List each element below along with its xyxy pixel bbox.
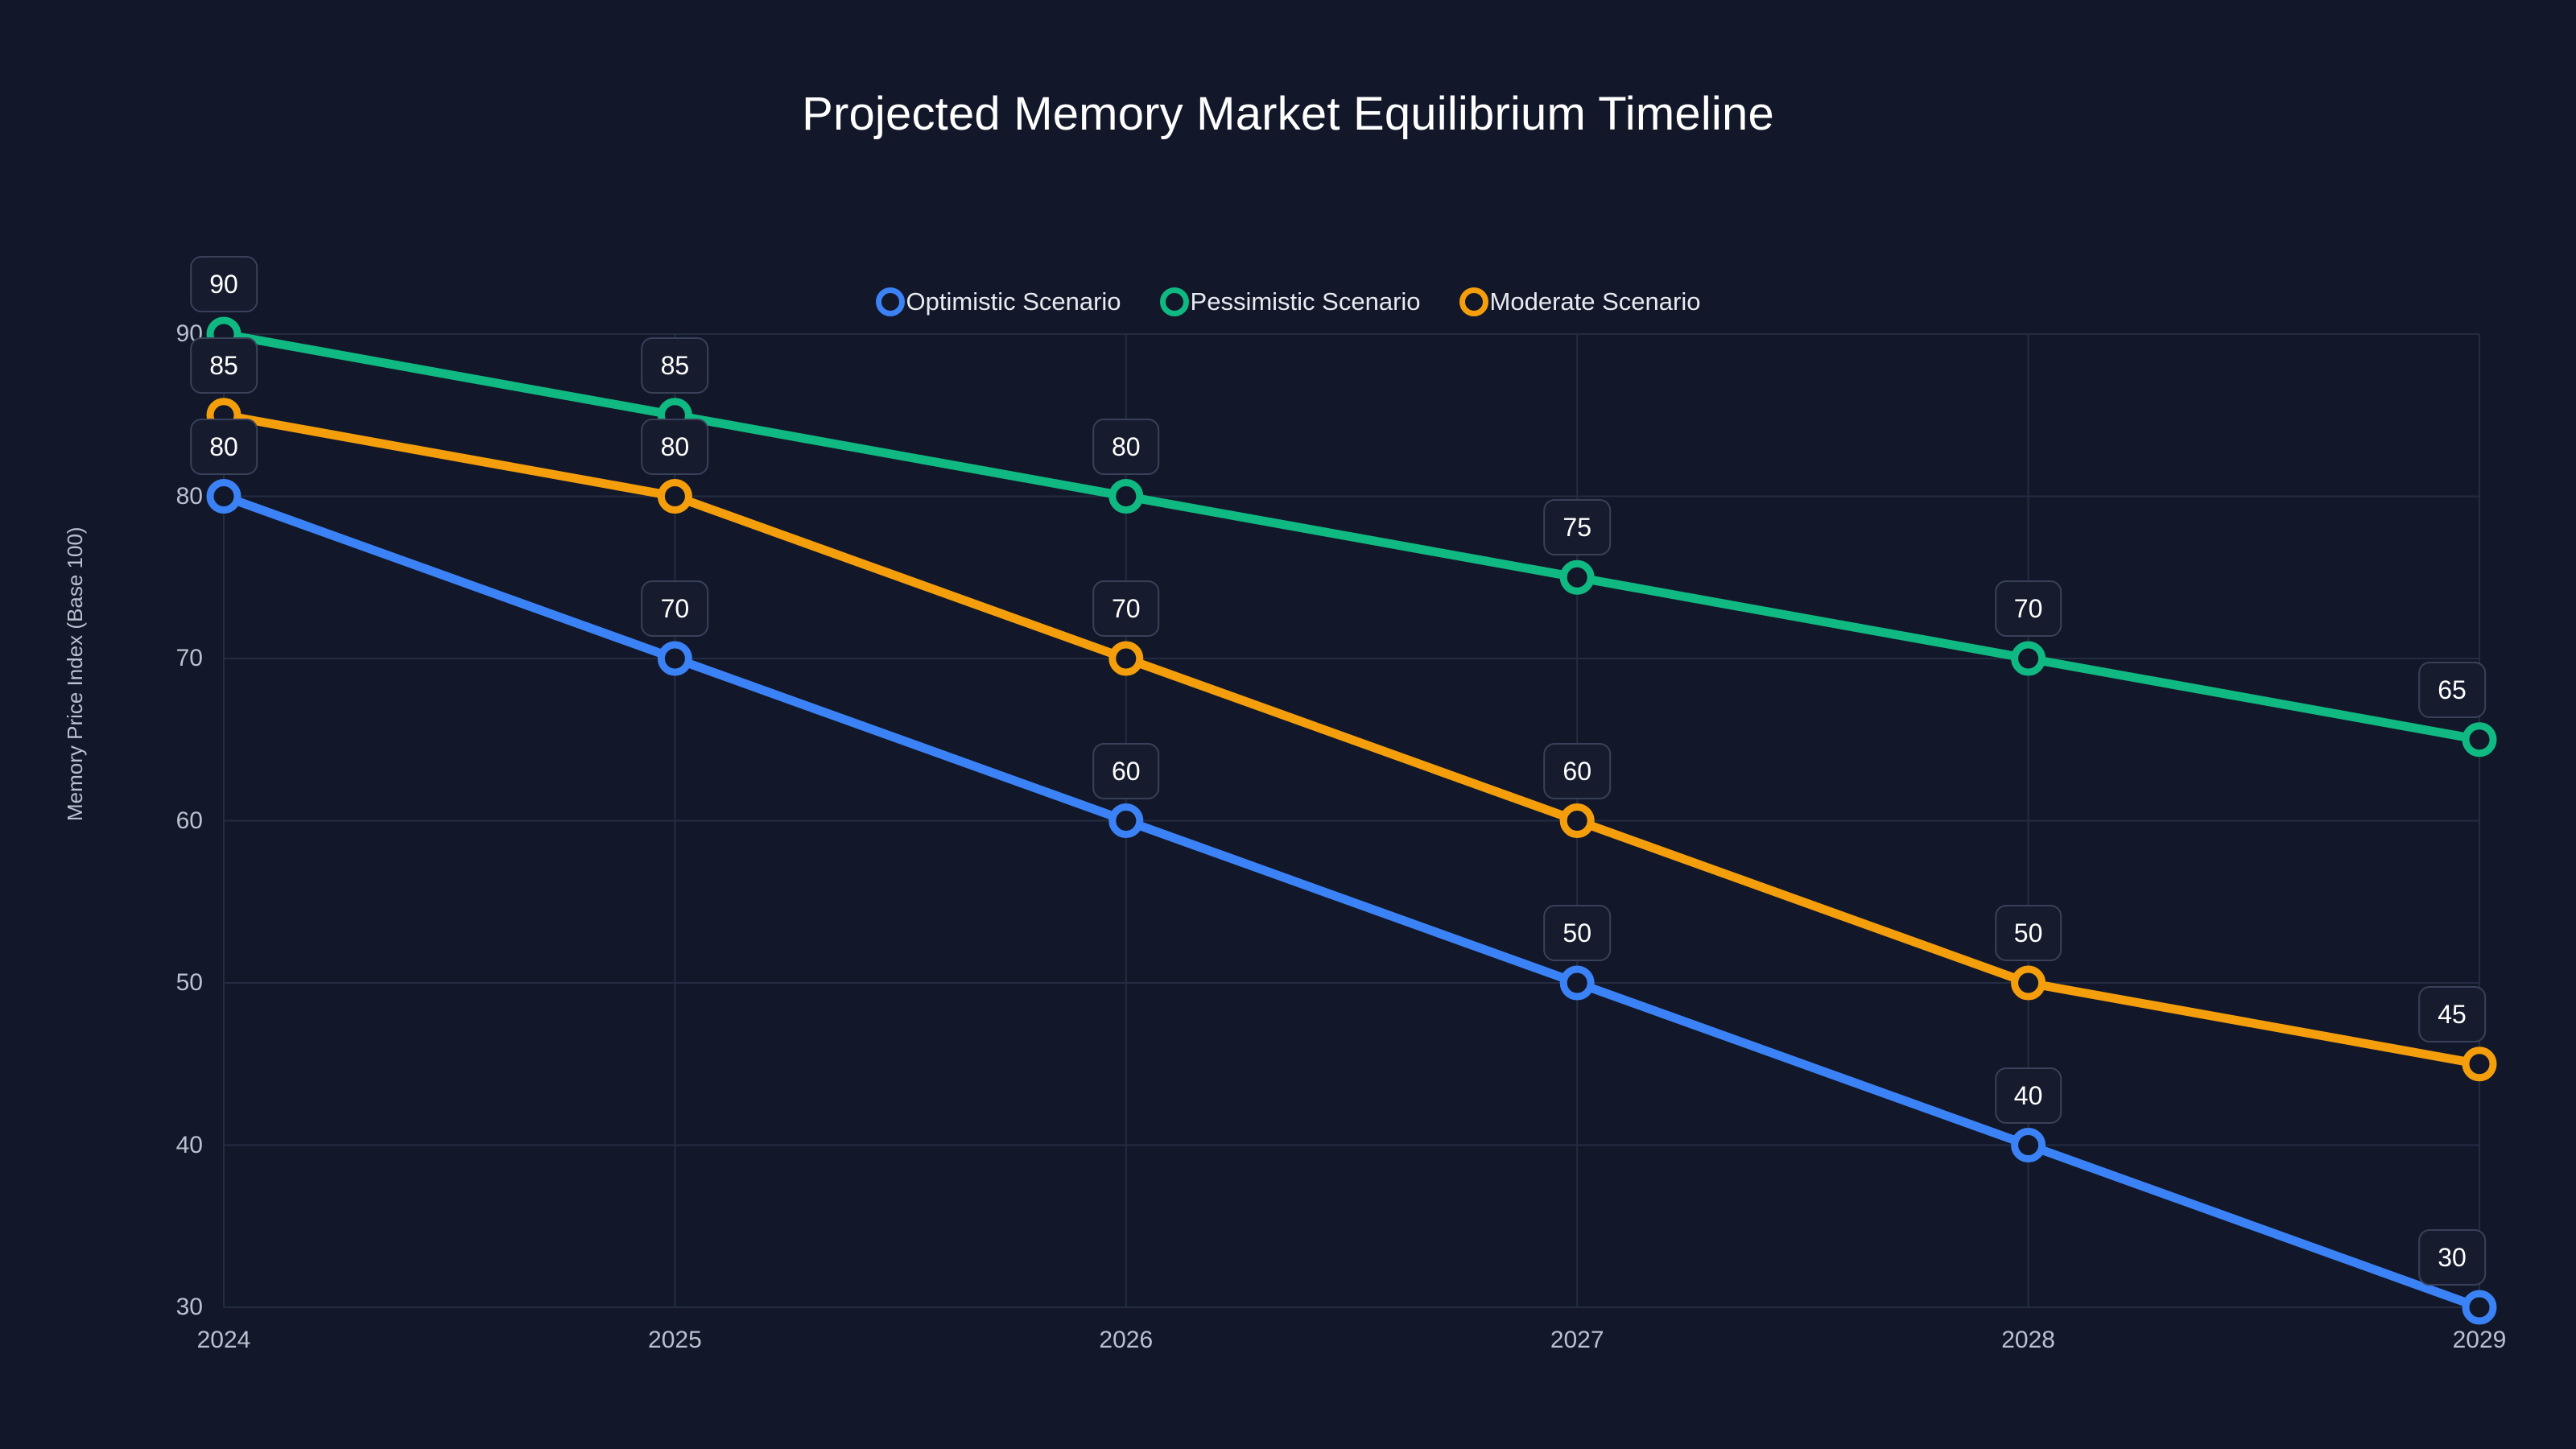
data-point-label: 50 (1994, 905, 2062, 961)
plot-svg (206, 316, 2497, 1325)
legend-item[interactable]: Optimistic Scenario (875, 287, 1121, 316)
y-axis-tick-label: 80 (175, 482, 203, 510)
legend-item[interactable]: Pessimistic Scenario (1159, 287, 1421, 316)
data-point-label: 90 (190, 256, 258, 312)
data-point-marker[interactable] (657, 479, 692, 514)
data-point-marker[interactable] (2011, 1128, 2046, 1162)
y-axis-tick-label: 70 (175, 645, 203, 671)
data-point-label: 80 (1092, 418, 1160, 475)
data-point-marker[interactable] (2011, 965, 2046, 1001)
data-point-label: 70 (1994, 580, 2062, 637)
legend-item-label: Optimistic Scenario (906, 287, 1121, 316)
legend-item-label: Moderate Scenario (1489, 287, 1701, 316)
circle-marker-icon (1159, 287, 1189, 316)
legend-item[interactable]: Moderate Scenario (1459, 287, 1701, 316)
y-axis-tick-label: 50 (175, 969, 203, 996)
data-point-marker[interactable] (1559, 803, 1595, 838)
x-axis-tick-label: 2024 (196, 1327, 251, 1353)
data-point-label: 70 (641, 580, 709, 637)
plot-area: 80 70 60 50 40 30 90 85 80 75 70 65 85 80 70 60 50 45 (190, 256, 2497, 1325)
data-point-label: 30 (2418, 1229, 2486, 1286)
series-line (219, 411, 2484, 1069)
data-point-label: 80 (190, 418, 258, 475)
data-point-marker[interactable] (206, 479, 242, 514)
data-point-marker[interactable] (1559, 559, 1595, 595)
y-axis-tick-labels: 30 40 50 60 70 80 90 (153, 320, 203, 1320)
data-point-marker[interactable] (2462, 1290, 2497, 1325)
chart-title: Projected Memory Market Equilibrium Time… (802, 88, 1774, 140)
data-point-marker[interactable] (1108, 803, 1144, 838)
chart-legend: Optimistic Scenario Pessimistic Scenario M… (0, 287, 2576, 316)
data-point-label: 50 (1543, 905, 1611, 961)
data-point-marker[interactable] (1559, 965, 1595, 1001)
y-axis-tick-label: 40 (175, 1131, 203, 1158)
data-point-label: 75 (1543, 499, 1611, 556)
x-axis-tick-label: 2027 (1550, 1327, 1604, 1353)
data-point-label: 85 (641, 336, 709, 394)
data-point-label: 65 (2418, 661, 2486, 718)
data-point-marker[interactable] (2011, 641, 2046, 676)
y-axis-tick-label: 30 (175, 1294, 203, 1320)
data-point-label: 40 (1994, 1067, 2062, 1124)
data-point-label: 45 (2418, 985, 2486, 1042)
series-line (219, 492, 2484, 1312)
data-point-label: 60 (1092, 742, 1160, 799)
x-axis-tick-label: 2025 (648, 1327, 702, 1353)
legend-item-label: Pessimistic Scenario (1190, 287, 1421, 316)
data-point-marker[interactable] (2462, 1046, 2497, 1082)
data-point-label: 60 (1543, 742, 1611, 799)
x-axis-tick-label: 2026 (1099, 1327, 1154, 1353)
data-point-marker[interactable] (657, 641, 692, 676)
circle-marker-icon (875, 287, 905, 316)
circle-marker-icon (1459, 287, 1488, 316)
data-point-marker[interactable] (2462, 722, 2497, 758)
series-line (219, 329, 2484, 745)
data-point-marker[interactable] (1108, 479, 1144, 514)
x-axis-tick-label: 2028 (2001, 1327, 2055, 1353)
data-point-label: 80 (641, 418, 709, 475)
data-point-label: 70 (1092, 580, 1160, 637)
y-axis-tick-label: 60 (175, 807, 203, 834)
data-point-marker[interactable] (1108, 641, 1144, 676)
data-point-label: 85 (190, 336, 258, 394)
x-axis-tick-label: 2029 (2452, 1327, 2507, 1353)
x-axis-tick-labels: 2024 2025 2026 2027 2028 2029 (197, 1327, 2507, 1367)
y-axis-title: Memory Price Index (Base 100) (63, 526, 87, 821)
